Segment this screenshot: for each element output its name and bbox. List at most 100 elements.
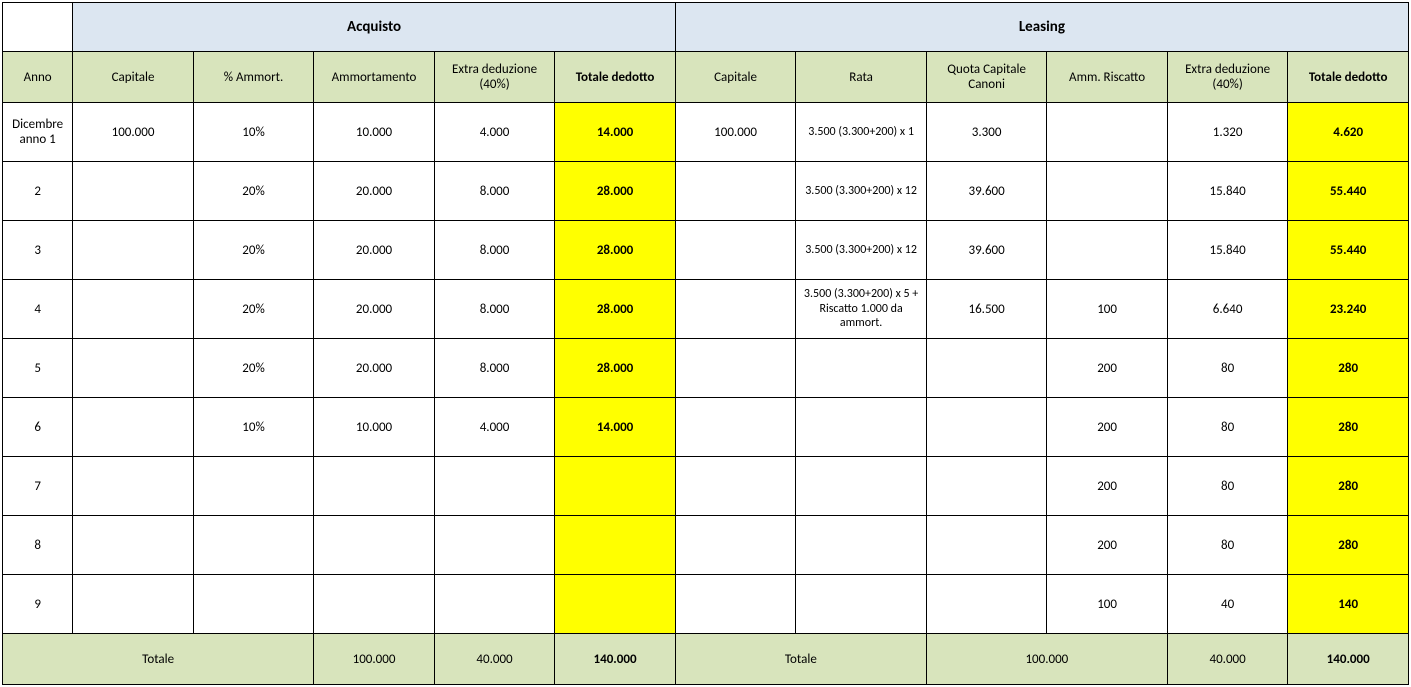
- cell-a_cap: 100.000: [73, 103, 194, 162]
- cell-l_rata: [796, 339, 927, 398]
- cell-a_amm: [314, 457, 435, 516]
- cell-l_ammr: [1047, 221, 1168, 280]
- cell-a_amm: 20.000: [314, 162, 435, 221]
- col-l-amm-riscatto: Amm. Riscatto: [1047, 52, 1168, 103]
- cell-anno: 4: [3, 280, 73, 339]
- cell-l_ammr: 200: [1047, 457, 1168, 516]
- group-header-acquisto: Acquisto: [73, 3, 676, 52]
- cell-anno: 8: [3, 516, 73, 575]
- cell-a_amm: 20.000: [314, 280, 435, 339]
- cell-l_ammr: [1047, 103, 1168, 162]
- cell-a_tot: 14.000: [555, 103, 676, 162]
- cell-l_tot: 55.440: [1288, 221, 1409, 280]
- footer-a-label: Totale: [3, 634, 314, 685]
- cell-a_amm: 20.000: [314, 339, 435, 398]
- cell-l_quota: 39.600: [926, 221, 1047, 280]
- cell-a_ext: 8.000: [434, 162, 555, 221]
- cell-a_ext: 8.000: [434, 339, 555, 398]
- cell-l_cap: [675, 339, 796, 398]
- column-header-row: Anno Capitale % Ammort. Ammortamento Ext…: [3, 52, 1409, 103]
- cell-l_cap: 100.000: [675, 103, 796, 162]
- cell-a_pct: 10%: [193, 103, 314, 162]
- cell-a_tot: 14.000: [555, 398, 676, 457]
- cell-l_tot: 280: [1288, 516, 1409, 575]
- cell-l_quota: 3.300: [926, 103, 1047, 162]
- cell-l_ext: 80: [1167, 516, 1288, 575]
- cell-l_rata: 3.500 (3.300+200) x 12: [796, 221, 927, 280]
- cell-a_ext: [434, 457, 555, 516]
- cell-l_rata: [796, 457, 927, 516]
- cell-l_ext: 15.840: [1167, 221, 1288, 280]
- cell-l_tot: 55.440: [1288, 162, 1409, 221]
- cell-l_cap: [675, 516, 796, 575]
- cell-a_pct: 20%: [193, 162, 314, 221]
- footer-a-tot: 140.000: [555, 634, 676, 685]
- cell-a_tot: [555, 575, 676, 634]
- footer-l-tot: 140.000: [1288, 634, 1409, 685]
- footer-row: Totale 100.000 40.000 140.000 Totale 100…: [3, 634, 1409, 685]
- table-row: 520%20.0008.00028.00020080280: [3, 339, 1409, 398]
- footer-l-sum1: 100.000: [926, 634, 1167, 685]
- col-l-totale: Totale dedotto: [1288, 52, 1409, 103]
- cell-l_ext: 80: [1167, 457, 1288, 516]
- cell-l_quota: 39.600: [926, 162, 1047, 221]
- cell-l_rata: [796, 398, 927, 457]
- cell-a_amm: 20.000: [314, 221, 435, 280]
- cell-l_rata: [796, 575, 927, 634]
- cell-a_pct: 20%: [193, 221, 314, 280]
- cell-anno: 9: [3, 575, 73, 634]
- cell-a_tot: 28.000: [555, 162, 676, 221]
- cell-l_rata: 3.500 (3.300+200) x 5 + Riscatto 1.000 d…: [796, 280, 927, 339]
- col-a-ammortamento: Ammortamento: [314, 52, 435, 103]
- cell-a_cap: [73, 457, 194, 516]
- cell-l_quota: [926, 575, 1047, 634]
- cell-l_ext: 80: [1167, 398, 1288, 457]
- cell-a_ext: 4.000: [434, 398, 555, 457]
- cell-a_ext: 8.000: [434, 280, 555, 339]
- cell-a_tot: 28.000: [555, 339, 676, 398]
- cell-l_cap: [675, 280, 796, 339]
- cell-l_rata: 3.500 (3.300+200) x 1: [796, 103, 927, 162]
- cell-l_ammr: 200: [1047, 516, 1168, 575]
- cell-a_ext: 8.000: [434, 221, 555, 280]
- cell-l_cap: [675, 457, 796, 516]
- table-row: 420%20.0008.00028.0003.500 (3.300+200) x…: [3, 280, 1409, 339]
- cell-l_tot: 280: [1288, 398, 1409, 457]
- cell-a_amm: [314, 516, 435, 575]
- cell-l_quota: [926, 339, 1047, 398]
- cell-a_pct: [193, 575, 314, 634]
- cell-a_cap: [73, 221, 194, 280]
- cell-l_ammr: 100: [1047, 280, 1168, 339]
- cell-anno: Dicembre anno 1: [3, 103, 73, 162]
- col-a-totale: Totale dedotto: [555, 52, 676, 103]
- cell-a_amm: 10.000: [314, 398, 435, 457]
- table-row: Dicembre anno 1100.00010%10.0004.00014.0…: [3, 103, 1409, 162]
- cell-a_pct: [193, 516, 314, 575]
- group-header-row: Acquisto Leasing: [3, 3, 1409, 52]
- col-l-rata: Rata: [796, 52, 927, 103]
- cell-l_quota: [926, 398, 1047, 457]
- table-row: 220%20.0008.00028.0003.500 (3.300+200) x…: [3, 162, 1409, 221]
- cell-l_ext: 40: [1167, 575, 1288, 634]
- cell-a_tot: 28.000: [555, 221, 676, 280]
- cell-a_tot: 28.000: [555, 280, 676, 339]
- cell-anno: 6: [3, 398, 73, 457]
- cell-anno: 7: [3, 457, 73, 516]
- cell-l_ammr: [1047, 162, 1168, 221]
- cell-l_ammr: 200: [1047, 398, 1168, 457]
- footer-l-label: Totale: [675, 634, 926, 685]
- cell-l_ext: 1.320: [1167, 103, 1288, 162]
- col-a-extra-ded: Extra deduzione (40%): [434, 52, 555, 103]
- cell-l_tot: 4.620: [1288, 103, 1409, 162]
- cell-anno: 5: [3, 339, 73, 398]
- cell-a_amm: 10.000: [314, 103, 435, 162]
- cell-l_quota: [926, 516, 1047, 575]
- col-a-pct-ammort: % Ammort.: [193, 52, 314, 103]
- cell-l_tot: 23.240: [1288, 280, 1409, 339]
- cell-l_tot: 280: [1288, 339, 1409, 398]
- cell-a_cap: [73, 575, 194, 634]
- table-row: 910040140: [3, 575, 1409, 634]
- cell-l_cap: [675, 398, 796, 457]
- cell-l_tot: 140: [1288, 575, 1409, 634]
- cell-anno: 2: [3, 162, 73, 221]
